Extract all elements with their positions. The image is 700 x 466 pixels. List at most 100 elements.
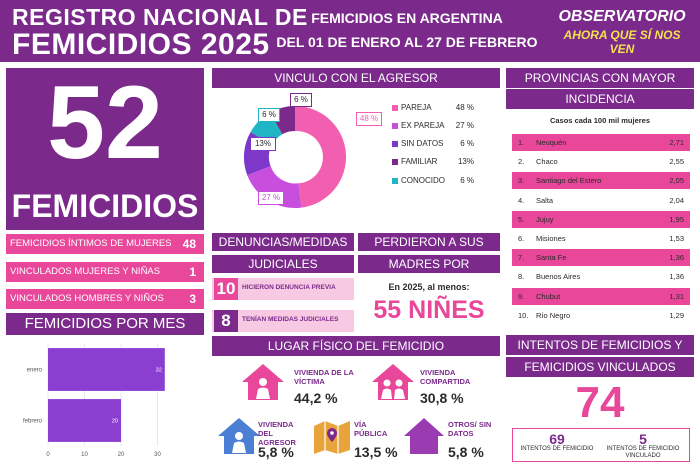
legend-item-sin-datos: SIN DATOS 6 %	[392, 139, 500, 151]
type-value: 3	[189, 292, 196, 306]
intentos-title-line1: INTENTOS DE FEMICIDIOS Y	[506, 335, 694, 355]
provincia-name: Jujuy	[536, 214, 554, 224]
madres-title-line2: MADRES POR FEMICIDIO	[358, 255, 500, 289]
intentos-vinculado: 5 INTENTOS DE FEMICIDIO VINCULADO	[600, 432, 686, 460]
legend-item-ex-pareja: EX PAREJA 27 %	[392, 121, 500, 133]
provincia-name: Misiones	[536, 234, 566, 243]
provincia-row: 6. Misiones 1,53	[512, 230, 690, 247]
provincias-title-line2: INCIDENCIA	[506, 89, 694, 109]
provincia-value: 2,04	[669, 195, 684, 205]
header-banner	[0, 0, 700, 62]
legend-item-familiar: FAMILIAR 13%	[392, 157, 500, 169]
legend-swatch	[392, 123, 398, 129]
provincia-rank: 5.	[518, 214, 525, 224]
intentos-breakdown-box	[512, 428, 690, 462]
provincia-rank: 1.	[518, 138, 525, 147]
provincia-value: 1,95	[669, 214, 684, 224]
legend-swatch	[392, 159, 398, 165]
denuncia-previa-row: 10 HICIERON DENUNCIA PREVIA	[212, 278, 354, 300]
type-value: 48	[182, 237, 196, 251]
category-label: febrero	[23, 419, 43, 425]
intentos-vinculado-label: INTENTOS DE FEMICIDIO VINCULADO	[606, 446, 680, 459]
femicidios-por-mes-chart: 0 10 20 30 enero 32 febrero 20	[23, 344, 165, 458]
intentos-total: 74	[575, 378, 625, 427]
house-icon	[404, 418, 444, 454]
provincia-row: 3. Santiago del Estero 2,05	[512, 172, 690, 190]
logo-slogan: AHORA QUE SÍ NOS VEN	[563, 28, 681, 56]
provincia-rank: 9.	[518, 291, 525, 301]
provincia-row: 5. Jujuy 1,95	[512, 210, 690, 228]
provincia-rank: 10.	[518, 310, 529, 320]
legend-swatch	[392, 178, 398, 184]
provincia-value: 1,36	[669, 272, 684, 282]
slice-label-sin-datos: 6 %	[258, 108, 280, 122]
denuncia-value: 10	[214, 278, 238, 300]
provincia-name: Buenos Aires	[536, 272, 581, 282]
subtitle-line2: DEL 01 DE ENERO AL 27 DE FEBRERO	[276, 34, 538, 50]
intentos-title-line2: FEMICIDIOS VINCULADOS	[506, 357, 694, 377]
medidas-label: TENÍAN MEDIDAS JUDICIALES	[242, 316, 339, 323]
slice-label-conocido: 6 %	[290, 93, 312, 107]
page-title-line1: REGISTRO NACIONAL DE	[12, 4, 308, 30]
type-row-intimos: FEMICIDIOS ÍNTIMOS DE MUJERES 48	[6, 234, 204, 254]
vinculo-title: VINCULO CON EL AGRESOR	[212, 68, 500, 88]
x-tick-label: 10	[81, 452, 88, 458]
provincia-name: Salta	[536, 195, 554, 205]
bar-enero	[48, 348, 165, 391]
lugar-label-via-publica: VÍA PÚBLICA	[354, 420, 388, 438]
provincia-row: 10. Río Negro 1,29	[512, 306, 690, 324]
provincia-row: 7. Santa Fe 1,36	[512, 249, 690, 267]
donut-slice-pareja	[295, 105, 347, 208]
house-couple-icon	[372, 364, 414, 400]
provincia-rank: 3.	[518, 176, 525, 186]
provincia-name: Santa Fe	[536, 253, 567, 263]
legend-pct: 27 %	[455, 121, 474, 130]
lugar-pct-victima: 44,2 %	[294, 390, 338, 406]
legend-label: SIN DATOS	[401, 139, 444, 148]
house-person-icon	[242, 364, 284, 400]
type-row-vinculados-mujeres: VINCULADOS MUJERES Y NIÑAS 1	[6, 262, 204, 282]
provincia-row: 1. Neuquén 2,71	[512, 134, 690, 151]
provincia-rank: 8.	[518, 272, 525, 282]
provincia-value: 1,31	[669, 291, 684, 301]
page-title-line2: FEMICIDIOS 2025	[12, 28, 270, 61]
x-tick-label: 20	[118, 452, 125, 458]
provincia-rank: 6.	[518, 234, 525, 243]
legend-label: FAMILIAR	[401, 157, 438, 166]
lugar-pct-via-publica: 13,5 %	[354, 444, 398, 460]
provincia-name: Chubut	[536, 291, 561, 301]
category-label: enero	[27, 368, 43, 374]
subtitle-line1: FEMICIDIOS EN ARGENTINA	[311, 10, 503, 26]
intentos-femicidio-label: INTENTOS DE FEMICIDIO	[520, 446, 594, 452]
legend-label: PAREJA	[401, 103, 432, 112]
provincia-value: 1,36	[669, 253, 684, 263]
medidas-judiciales-row: 8 TENÍAN MEDIDAS JUDICIALES	[212, 310, 354, 332]
provincia-value: 2,55	[669, 157, 684, 167]
madres-value: 55 NIÑES	[373, 296, 485, 324]
lugar-title: LUGAR FÍSICO DEL FEMICIDIO	[212, 336, 500, 356]
provincias-subtitle: Casos cada 100 mil mujeres	[549, 116, 651, 125]
provincia-name: Chaco	[536, 157, 558, 167]
provincias-title-line1: PROVINCIAS CON MAYOR	[506, 68, 694, 88]
slice-label-familiar: 13%	[250, 137, 276, 151]
logo-title: OBSERVATORIO	[558, 8, 686, 25]
total-femicidios-label: FEMICIDIOS	[11, 188, 199, 224]
legend-label: EX PAREJA	[401, 121, 445, 130]
denuncia-label: HICIERON DENUNCIA PREVIA	[242, 284, 336, 291]
legend-label: CONOCIDO	[401, 176, 445, 185]
intentos-femicidio-value: 69	[549, 431, 565, 447]
provincia-row: 2. Chaco 2,55	[512, 153, 690, 171]
madres-title-line1: PERDIERON A SUS	[358, 233, 500, 251]
data-label: 20	[112, 419, 118, 425]
provincia-row: 9. Chubut 1,31	[512, 287, 690, 305]
type-label: VINCULADOS HOMBRES Y NIÑOS	[10, 293, 164, 304]
chart-title: FEMICIDIOS POR MES	[6, 313, 204, 335]
type-label: FEMICIDIOS ÍNTIMOS DE MUJERES	[10, 238, 172, 249]
legend-item-conocido: CONOCIDO 6 %	[392, 176, 500, 188]
provincia-value: 1,53	[669, 234, 684, 243]
legend-swatch	[392, 141, 398, 147]
provincia-rank: 4.	[518, 195, 525, 205]
bar-febrero	[48, 399, 121, 442]
legend-pct: 13%	[457, 157, 474, 166]
lugar-pct-otros: 5,8 %	[448, 444, 484, 460]
